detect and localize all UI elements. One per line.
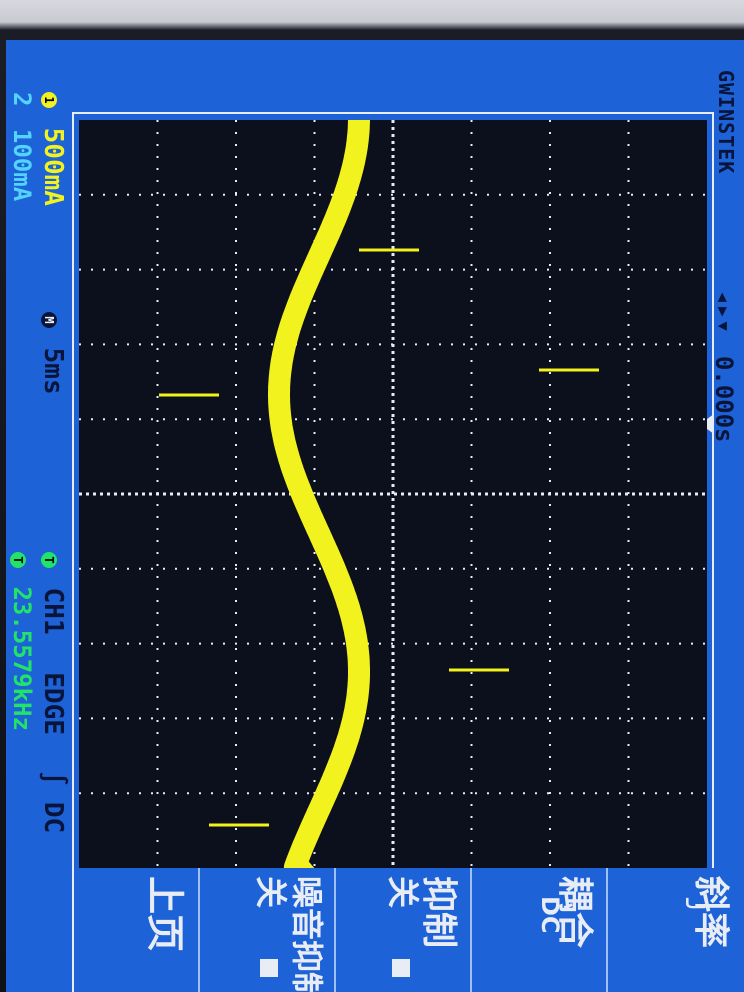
timebase-label: M 5ms [38,312,68,395]
ch1-waveform [268,109,370,878]
ch1-badge: 1 [41,92,57,108]
waveform-plot [79,109,707,878]
ch1-scale-value: 500mA [38,127,68,206]
page-up-title: 上页 [143,876,187,953]
softkey-noise-reject-value[interactable]: 关 [250,876,296,978]
reject-indicator [392,959,410,978]
softkey-menu: 上页 噪音抑制 关 抑制 关 耦合 DC 斜率 ╯ [72,868,744,992]
timebase-value: 5ms [38,347,68,395]
frequency-badge: T [10,552,26,568]
menu-divider [198,868,200,992]
trigger-position-icon: ◂▸▾ [710,290,738,334]
softkey-coupling-value[interactable]: DC [536,896,564,934]
brand-text: GWINSTEK [714,70,738,175]
ch2-scale-value: 100mA [8,128,36,202]
softkey-page-up[interactable]: 上页 [141,876,196,952]
trigger-coupling: DC [38,801,68,834]
trigger-info: T CH1 EDGE ∫ DC [38,552,68,833]
ch2-badge: 2 [8,92,36,107]
trigger-source: CH1 [38,587,68,635]
reject-value: 关 [384,876,422,909]
waveform-svg [79,109,707,878]
trigger-coupling-symbol: ∫ [38,770,68,787]
noise-reject-value: 关 [252,876,290,909]
ch1-trace [159,109,599,878]
grid [79,120,707,868]
oscilloscope-screen: 1 500mA 2 100mA M 5ms T CH1 EDGE ∫ DC T … [6,40,744,992]
trigger-offset-label: ◂▸▾ 0.000s [710,290,738,443]
menu-divider [606,868,608,992]
timebase-badge: M [41,312,57,328]
softkey-slope-value[interactable]: ╯ [669,898,704,916]
ch1-ground-marker [292,856,316,870]
trigger-type: EDGE [38,672,68,735]
frequency-readout: T 23.5579kHz [8,552,36,731]
menu-divider [334,868,336,992]
slope-rising-icon: ╯ [669,898,704,917]
ch2-scale-label: 2 100mA [8,92,36,201]
trigger-source-badge: T [41,552,57,568]
menu-divider [470,868,472,992]
brand-logo: GWINSTEK [714,70,738,174]
trigger-offset-value: 0.000s [710,355,738,443]
menu-divider [72,868,74,992]
noise-reject-indicator [260,959,278,978]
coupling-value: DC [536,896,564,934]
ch1-scale-label: 1 500mA [38,92,68,206]
softkey-reject-value[interactable]: 关 [382,876,428,978]
frequency-value: 23.5579kHz [8,586,36,731]
